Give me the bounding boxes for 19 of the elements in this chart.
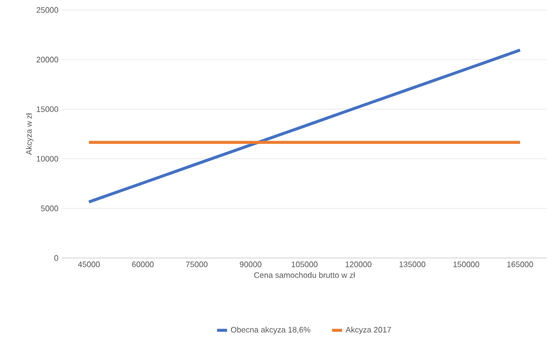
y-tick-label: 25000	[36, 7, 58, 13]
y-tick-label: 0	[54, 255, 58, 261]
x-tick-label: 135000	[400, 262, 426, 268]
y-tick-label: 20000	[36, 56, 58, 62]
x-tick-label: 90000	[240, 262, 262, 268]
x-tick-label: 45000	[78, 262, 100, 268]
y-axis-title: Akcyza w zł	[26, 113, 34, 155]
x-tick-label: 120000	[346, 262, 372, 268]
y-tick-label: 5000	[40, 206, 58, 212]
x-tick-label: 60000	[132, 262, 154, 268]
x-tick-label: 105000	[292, 262, 318, 268]
legend-label: Obecna akcyza 18,6%	[230, 326, 310, 334]
y-tick-label: 15000	[36, 106, 58, 112]
x-axis-title: Cena samochodu brutto w zł	[254, 272, 356, 278]
legend-label: Akcyza 2017	[346, 326, 391, 334]
y-tick-label: 10000	[36, 156, 58, 162]
x-tick-label: 75000	[186, 262, 208, 268]
x-tick-label: 165000	[507, 262, 534, 268]
x-tick-label: 150000	[453, 262, 480, 268]
